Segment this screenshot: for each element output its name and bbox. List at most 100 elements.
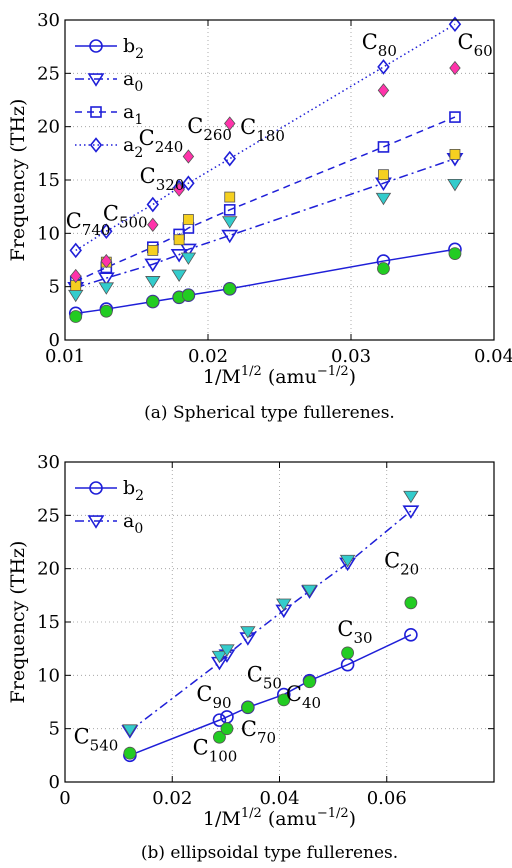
- legend-marker-1: [89, 39, 103, 53]
- data-point-s8-6: [224, 116, 236, 131]
- series-line-2: [75, 157, 456, 289]
- y-axis-label: Frequency (THz): [7, 99, 29, 262]
- annotation-7: C80: [362, 30, 397, 60]
- legend-label-main: a: [123, 134, 134, 156]
- x-axis-label-unit: (amu: [262, 366, 317, 388]
- data-point-s1-2: [212, 713, 227, 727]
- data-point-s6-6: [222, 216, 238, 229]
- annotation-6: C180: [240, 115, 285, 145]
- x-tick-label: 0.01: [45, 346, 85, 367]
- data-point-s7-8: [449, 148, 461, 160]
- data-point-s6-2: [98, 282, 115, 295]
- data-point-s7-7: [378, 169, 389, 181]
- annotation-label: C: [362, 30, 378, 54]
- data-point-s5-1: [69, 310, 83, 323]
- legend-label-sub: 1: [134, 112, 143, 128]
- legend-marker-4: [89, 137, 103, 153]
- annotation-sub: 180: [256, 127, 285, 145]
- x-axis-label-close: ): [349, 366, 356, 388]
- data-point-s4-7: [377, 59, 390, 75]
- data-point-s4-1: [122, 724, 138, 737]
- legend-marker-3: [90, 106, 102, 118]
- annotation-label: C: [74, 725, 90, 749]
- annotation-sub: 20: [400, 561, 419, 579]
- data-point-s7-3: [147, 244, 159, 256]
- annotation-7: C30: [337, 617, 372, 647]
- data-point-s4-2: [100, 223, 113, 239]
- data-point-s5-7: [377, 262, 390, 275]
- legend-label-3: a1: [123, 101, 143, 128]
- x-axis-label: 1/M1/2 (amu−1/2): [203, 806, 356, 830]
- annotation-8: C20: [384, 549, 419, 579]
- data-point-s8-8: [449, 60, 461, 76]
- x-axis-label-close: ): [349, 808, 356, 830]
- annotation-label: C: [196, 682, 212, 706]
- annotation-label: C: [241, 717, 257, 741]
- y-tick-label: 15: [37, 170, 60, 191]
- annotation-label: C: [193, 735, 209, 759]
- annotation-label: C: [247, 663, 263, 687]
- data-point-s4-5: [182, 175, 195, 191]
- legend-label-main: a: [123, 510, 134, 532]
- data-point-s3-6: [223, 204, 236, 216]
- data-point-s4-8: [403, 490, 419, 504]
- data-point-s8-3: [147, 217, 159, 232]
- legend-label-sub: 0: [134, 521, 143, 537]
- annotation-label: C: [240, 115, 256, 139]
- data-point-s4-3: [146, 196, 160, 213]
- annotation-sub: 80: [378, 42, 397, 60]
- x-tick-label: 0.04: [474, 346, 512, 367]
- data-point-s5-8: [448, 247, 462, 261]
- annotation-sub: 60: [474, 42, 493, 60]
- annotation-4: C70: [241, 717, 276, 747]
- annotation-4: C240: [139, 126, 184, 156]
- annotation-sub: 240: [155, 138, 184, 156]
- annotation-label: C: [384, 549, 400, 573]
- annotation-5: C260: [187, 114, 232, 144]
- data-point-s3-5: [277, 693, 291, 707]
- data-point-s6-7: [375, 192, 392, 206]
- data-point-s7-6: [224, 191, 236, 203]
- data-point-s5-6: [223, 282, 237, 296]
- data-point-s5-3: [146, 295, 160, 309]
- annotation-1: C540: [74, 725, 119, 755]
- annotation-label: C: [286, 682, 302, 706]
- series-line-2: [129, 510, 412, 732]
- data-point-s6-4: [171, 269, 187, 282]
- annotation-sub: 40: [302, 694, 321, 712]
- data-point-s4-7: [339, 554, 356, 568]
- data-point-s6-3: [145, 276, 161, 289]
- legend-label-1: b2: [123, 35, 144, 62]
- x-tick-label: 0.02: [152, 788, 192, 809]
- y-tick-label: 5: [49, 719, 60, 740]
- data-point-s3-4: [241, 700, 255, 714]
- legend-label-2: a0: [123, 68, 143, 95]
- y-tick-label: 5: [49, 277, 60, 298]
- legend-label-main: b: [123, 35, 135, 57]
- data-point-s4-8: [448, 16, 462, 33]
- annotation-sub: 740: [82, 221, 111, 239]
- data-point-s3-1: [123, 746, 137, 760]
- annotation-label: C: [187, 114, 203, 138]
- data-point-s5-5: [182, 288, 195, 302]
- data-point-s4-1: [69, 242, 82, 259]
- x-tick-label: 0.04: [259, 788, 299, 809]
- annotation-sub: 30: [353, 629, 372, 647]
- annotation-sub: 70: [257, 729, 276, 747]
- y-tick-label: 25: [37, 505, 60, 526]
- x-tick-label: 0.02: [188, 346, 228, 367]
- legend-label-1: b2: [123, 477, 144, 504]
- series-line-3: [75, 116, 456, 283]
- series-line-1: [75, 248, 456, 315]
- annotation-3: C320: [140, 164, 185, 194]
- data-point-s4-4: [240, 626, 256, 639]
- y-tick-label: 0: [49, 772, 60, 793]
- data-point-s6-5: [180, 252, 197, 265]
- data-point-s8-4: [173, 182, 185, 197]
- data-point-s3-3: [220, 722, 234, 736]
- annotation-sub: 540: [90, 737, 119, 755]
- data-point-s4-5: [276, 598, 292, 611]
